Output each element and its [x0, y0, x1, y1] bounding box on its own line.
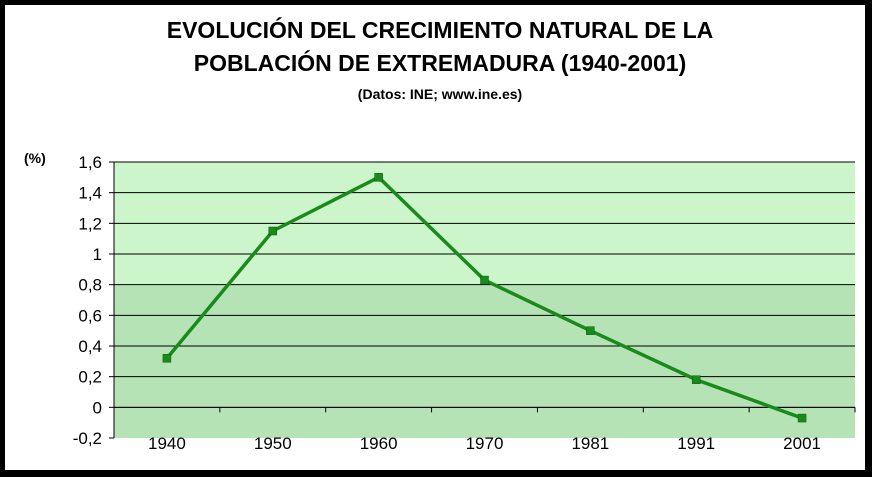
data-point-marker	[162, 354, 172, 363]
data-point-marker	[797, 413, 807, 423]
y-tick-label: 0,4	[78, 337, 102, 356]
data-point-marker	[691, 375, 701, 384]
y-tick-label: 1,2	[78, 214, 102, 233]
x-tick-label: 1970	[466, 434, 504, 453]
plot-area-lower-band	[114, 284, 855, 438]
data-point-marker	[586, 326, 595, 335]
y-tick-label: 1,6	[78, 153, 102, 172]
y-axis-unit-label: (%)	[24, 150, 46, 166]
x-tick-label: 1960	[360, 434, 398, 453]
chart-title-line-2: POBLACIÓN DE EXTREMADURA (1940-2001)	[193, 50, 687, 76]
x-tick-label: 1940	[148, 434, 186, 453]
y-tick-label: 0,8	[78, 276, 102, 295]
y-tick-label: 1,4	[78, 184, 102, 203]
x-tick-label: 1950	[254, 434, 292, 453]
data-point-marker	[268, 226, 278, 236]
y-tick-label: 0	[93, 398, 102, 417]
y-tick-label: 1	[93, 245, 102, 264]
data-point-marker	[374, 173, 383, 182]
chart-title-line-1: EVOLUCIÓN DEL CRECIMIENTO NATURAL DE LA	[166, 17, 714, 43]
y-tick-label: 0,2	[78, 368, 102, 387]
x-tick-label: 1981	[571, 434, 609, 453]
data-point-marker	[480, 275, 489, 285]
chart-subtitle: (Datos: INE; www.ine.es)	[357, 86, 523, 102]
x-tick-label: 2001	[783, 434, 821, 453]
x-tick-label: 1991	[677, 434, 715, 453]
y-tick-label: 0,6	[78, 306, 102, 325]
y-tick-label: -0,2	[73, 429, 102, 448]
